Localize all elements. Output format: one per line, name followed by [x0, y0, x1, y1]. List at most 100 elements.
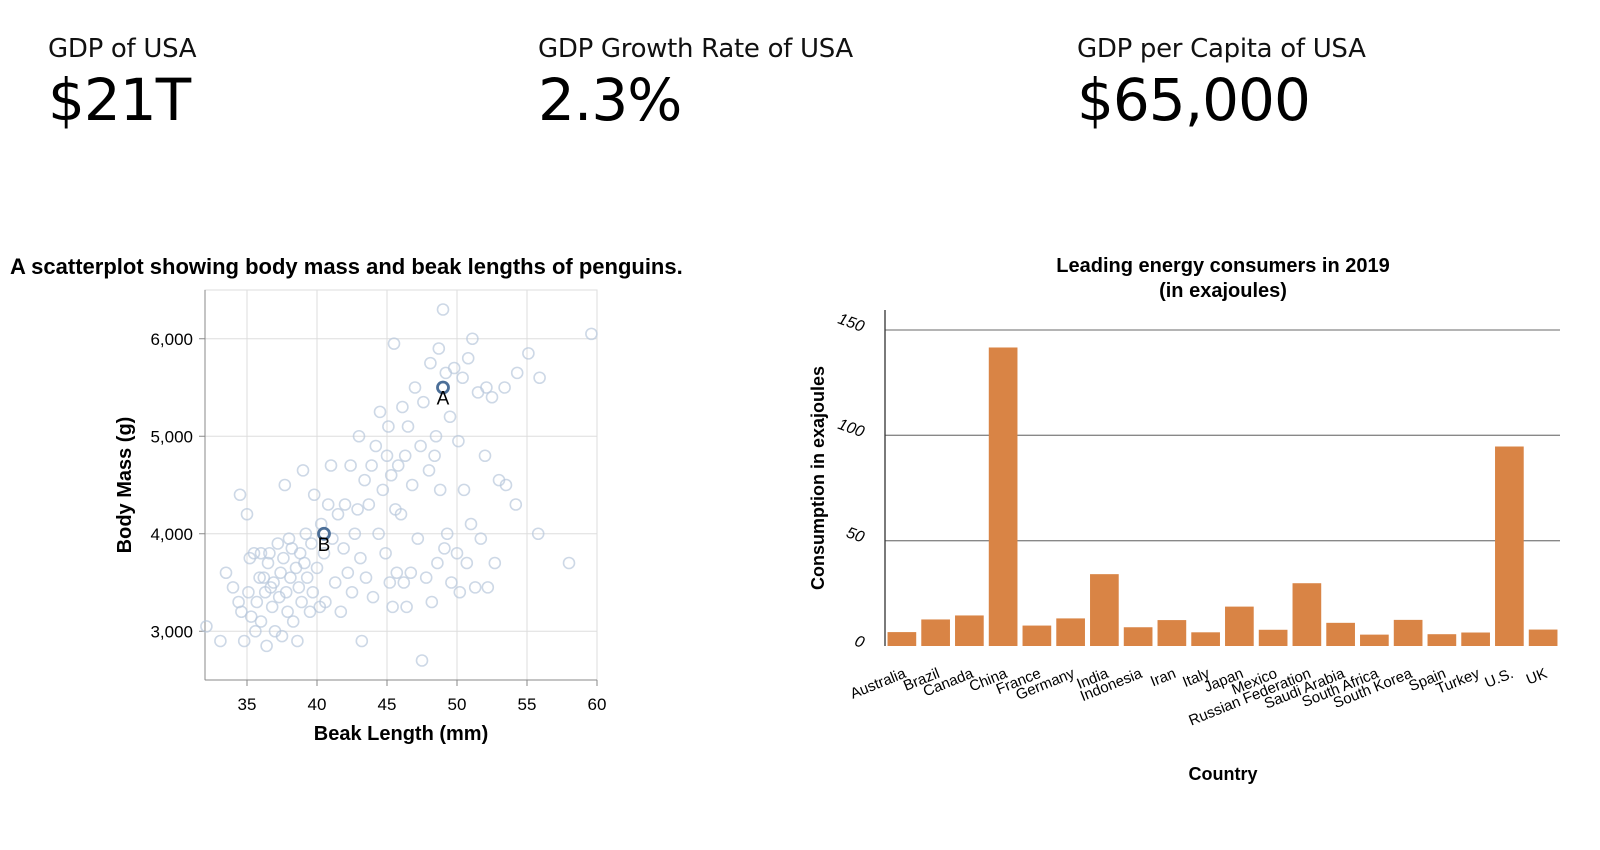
scatter-x-tick-label: 50: [448, 695, 467, 714]
scatter-point: [291, 634, 304, 648]
scatter-point: [362, 498, 376, 511]
scatter-point: [254, 546, 268, 560]
scatter-x-tick-label: 40: [308, 695, 327, 714]
scatter-point: [285, 542, 299, 555]
scatter-point: [226, 581, 240, 594]
scatter-point: [478, 449, 492, 463]
scatter-point: [498, 381, 511, 394]
bar: [1157, 620, 1187, 646]
scatter-x-tick-label: 60: [588, 695, 607, 714]
scatter-point: [337, 542, 350, 555]
scatter-point: [310, 561, 324, 575]
bar: [887, 632, 917, 646]
scatter-point: [417, 395, 430, 409]
scatter-point: [348, 527, 362, 541]
bar: [1191, 632, 1220, 646]
bar-x-tick-label: Australia: [848, 665, 909, 703]
kpi-label: GDP of USA: [48, 34, 197, 64]
scatter-point: [436, 303, 450, 316]
scatter-point: [425, 595, 439, 609]
scatter-point: [338, 498, 352, 511]
scatter-point: [299, 527, 313, 541]
scatter-point: [499, 478, 513, 492]
scatter-point: [254, 615, 268, 628]
kpi-gdp-per-capita: GDP per Capita of USA $65,000: [1077, 34, 1366, 134]
scatter-point: [289, 561, 303, 575]
scatter-point: [242, 585, 255, 599]
scatter-y-axis-label: Body Mass (g): [114, 417, 136, 554]
scatter-point: [328, 576, 342, 589]
scatter-point: [344, 459, 357, 472]
scatter-point: [391, 459, 405, 472]
scatter-point: [214, 634, 227, 648]
scatter-point: [271, 537, 285, 550]
scatter-y-tick-label: 6,000: [150, 330, 193, 349]
scatter-point: [247, 546, 261, 560]
scatter-point: [440, 527, 454, 541]
scatter-point: [585, 327, 598, 341]
scatter-point: [298, 556, 311, 570]
scatter-point: [414, 439, 427, 453]
scatter-point: [279, 585, 293, 599]
kpi-value: 2.3%: [538, 66, 682, 134]
scatter-chart: A scatterplot showing body mass and beak…: [10, 254, 683, 745]
scatter-plot-frame: [204, 289, 598, 681]
bar: [921, 619, 950, 646]
bar: [1461, 632, 1490, 646]
kpi-gdp-growth: GDP Growth Rate of USA 2.3%: [538, 34, 853, 134]
scatter-point: [468, 581, 482, 594]
scatter-title: A scatterplot showing body mass and beak…: [10, 254, 683, 279]
scatter-point: [369, 439, 383, 453]
scatter-point: [380, 449, 394, 463]
bar-x-tick-label: U.S.: [1482, 665, 1515, 692]
scatter-x-axis-label: Beak Length (mm): [314, 723, 488, 745]
bar: [1495, 446, 1524, 646]
scatter-x-tick-label: 35: [238, 695, 257, 714]
scatter-point: [372, 527, 385, 541]
scatter-point: [303, 605, 317, 619]
bar-y-tick-label: 150: [836, 311, 867, 336]
scatter-point: [244, 610, 258, 623]
scatter-point: [250, 595, 264, 609]
scatter-point: [405, 478, 419, 492]
bar: [1022, 625, 1052, 646]
bar: [1225, 606, 1254, 646]
scatter-point: [281, 605, 294, 619]
scatter-point: [263, 546, 276, 560]
scatter-point: [397, 576, 411, 589]
scatter-point: [419, 571, 433, 584]
bar-y-tick-label: 50: [844, 524, 867, 546]
scatter-point: [480, 381, 493, 394]
scatter-point: [432, 342, 446, 355]
scatter-point: [485, 390, 499, 404]
scatter-point: [296, 464, 310, 477]
scatter-point-label: B: [318, 535, 331, 556]
scatter-point: [461, 351, 475, 365]
scatter-point: [384, 468, 398, 482]
scatter-point: [471, 386, 485, 399]
scatter-point: [261, 556, 275, 570]
bar: [1292, 583, 1322, 646]
scatter-point: [321, 498, 335, 511]
scatter-highlight-point: [317, 526, 331, 541]
scatter-point: [400, 600, 413, 614]
scatter-point: [533, 371, 546, 385]
scatter-point: [531, 527, 545, 541]
scatter-x-tick-label: 45: [378, 695, 397, 714]
scatter-point: [249, 624, 262, 638]
scatter-point: [510, 366, 524, 380]
scatter-point: [387, 337, 401, 350]
scatter-point: [359, 571, 373, 584]
bar: [1090, 574, 1119, 646]
kpi-value: $21T: [48, 66, 191, 134]
scatter-point: [253, 571, 266, 584]
scatter-point: [464, 517, 478, 531]
scatter-point: [365, 459, 378, 472]
bar-chart-title: Leading energy consumers in 2019: [1056, 255, 1389, 277]
bar: [1326, 622, 1355, 646]
bar-chart: Leading energy consumers in 2019 (in exaj…: [808, 255, 1560, 784]
scatter-point: [376, 483, 390, 497]
scatter-point: [331, 507, 345, 521]
scatter-point: [305, 537, 318, 550]
scatter-point: [352, 429, 366, 443]
